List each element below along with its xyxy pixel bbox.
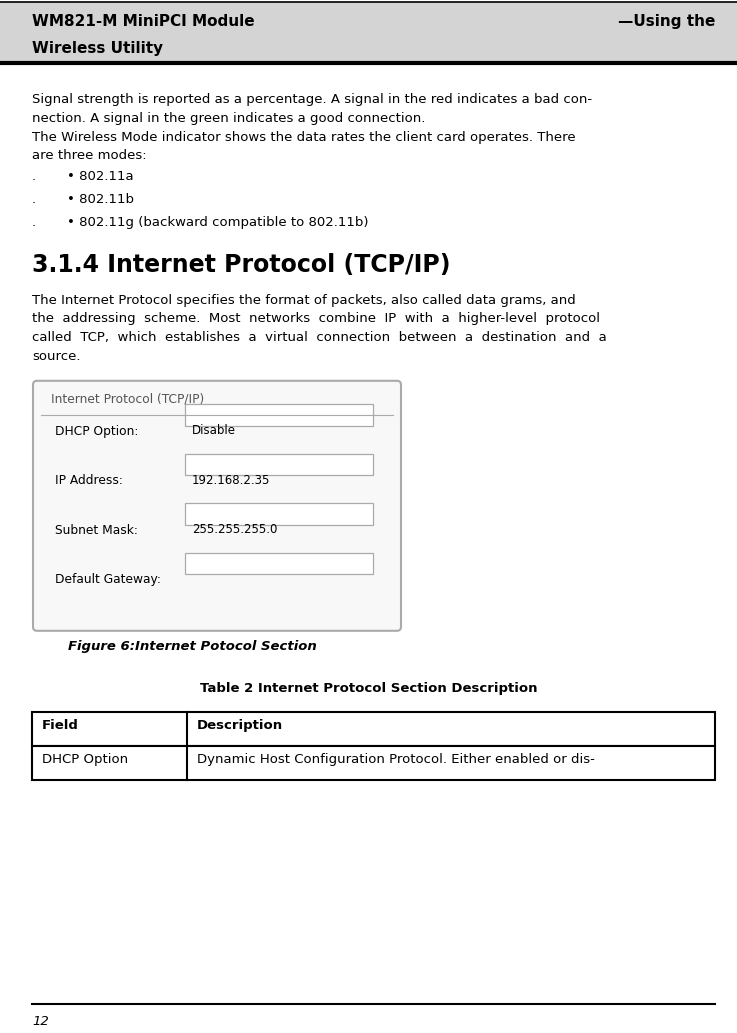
Text: Figure 6:Internet Potocol Section: Figure 6:Internet Potocol Section xyxy=(68,639,317,653)
Bar xyxy=(185,453,373,475)
Text: Subnet Mask:: Subnet Mask: xyxy=(55,524,138,537)
Text: DHCP Option:: DHCP Option: xyxy=(55,425,139,438)
Text: Disable: Disable xyxy=(192,425,236,437)
Text: —Using the: —Using the xyxy=(618,14,715,29)
Bar xyxy=(185,553,373,574)
Text: 255.255.255.0: 255.255.255.0 xyxy=(192,524,277,536)
Text: Table 2 Internet Protocol Section Description: Table 2 Internet Protocol Section Descri… xyxy=(200,682,537,695)
Text: DHCP Option: DHCP Option xyxy=(42,753,128,765)
Text: 12: 12 xyxy=(32,1015,49,1028)
Text: .: . xyxy=(32,170,36,183)
Text: Dynamic Host Configuration Protocol. Either enabled or dis-: Dynamic Host Configuration Protocol. Eit… xyxy=(197,753,595,765)
Bar xyxy=(0,2,737,63)
Text: .: . xyxy=(32,216,36,228)
Text: The Wireless Mode indicator shows the data rates the client card operates. There: The Wireless Mode indicator shows the da… xyxy=(32,130,576,144)
Text: • 802.11b: • 802.11b xyxy=(67,193,134,206)
Bar xyxy=(32,746,715,780)
Text: the  addressing  scheme.  Most  networks  combine  IP  with  a  higher-level  pr: the addressing scheme. Most networks com… xyxy=(32,312,600,325)
Text: Signal strength is reported as a percentage. A signal in the red indicates a bad: Signal strength is reported as a percent… xyxy=(32,93,592,106)
Bar xyxy=(32,712,715,746)
Text: • 802.11g (backward compatible to 802.11b): • 802.11g (backward compatible to 802.11… xyxy=(67,216,369,228)
Text: nection. A signal in the green indicates a good connection.: nection. A signal in the green indicates… xyxy=(32,112,425,125)
Text: source.: source. xyxy=(32,350,80,363)
Text: Default Gateway:: Default Gateway: xyxy=(55,573,161,587)
Text: .: . xyxy=(32,193,36,206)
Text: Description: Description xyxy=(197,719,283,731)
Text: Internet Protocol (TCP/IP): Internet Protocol (TCP/IP) xyxy=(51,393,204,406)
Text: The Internet Protocol specifies the format of packets, also called data grams, a: The Internet Protocol specifies the form… xyxy=(32,293,576,307)
Text: 3.1.4 Internet Protocol (TCP/IP): 3.1.4 Internet Protocol (TCP/IP) xyxy=(32,253,450,277)
FancyBboxPatch shape xyxy=(33,381,401,631)
Bar xyxy=(185,503,373,525)
Text: • 802.11a: • 802.11a xyxy=(67,170,133,183)
Text: called  TCP,  which  establishes  a  virtual  connection  between  a  destinatio: called TCP, which establishes a virtual … xyxy=(32,332,607,344)
Text: Wireless Utility: Wireless Utility xyxy=(32,40,163,56)
Text: are three modes:: are three modes: xyxy=(32,150,147,162)
Text: WM821-M MiniPCI Module: WM821-M MiniPCI Module xyxy=(32,14,254,29)
Text: 192.168.2.35: 192.168.2.35 xyxy=(192,474,270,487)
Bar xyxy=(185,404,373,426)
Text: Field: Field xyxy=(42,719,79,731)
Text: IP Address:: IP Address: xyxy=(55,474,123,488)
